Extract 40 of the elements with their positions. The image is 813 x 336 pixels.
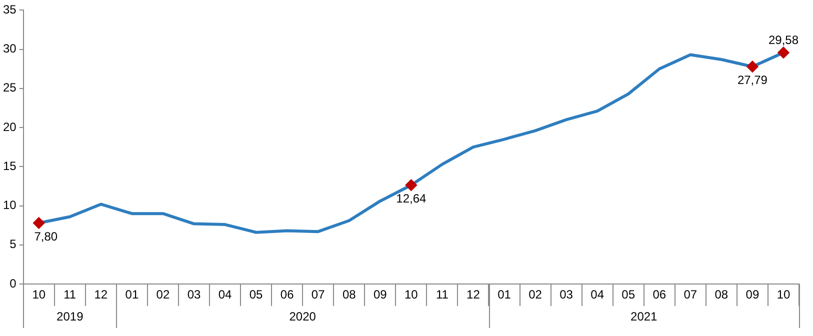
x-tick-label: 09 [373, 287, 388, 302]
x-tick-label: 12 [94, 287, 108, 302]
x-tick-label: 10 [404, 287, 418, 302]
x-tick-label: 05 [622, 287, 636, 302]
y-tick-label: 5 [10, 237, 17, 252]
x-tick-label: 08 [714, 287, 728, 302]
x-tick-label: 05 [249, 287, 264, 302]
y-tick-label: 25 [2, 80, 17, 95]
x-tick-label: 11 [436, 287, 449, 302]
x-tick-label: 07 [311, 287, 326, 302]
x-tick-label: 01 [125, 287, 139, 302]
y-tick-label: 35 [2, 2, 17, 17]
text: 2019 [56, 309, 84, 324]
y-tick-label: 20 [2, 120, 17, 134]
x-tick-label: 11 [64, 287, 76, 302]
x-tick-label: 10 [776, 287, 790, 302]
x-tick-label: 03 [560, 287, 574, 302]
data-label: 12,64 [396, 191, 427, 206]
x-tick-label: 02 [528, 287, 542, 302]
x-tick-label: 03 [187, 287, 201, 302]
y-tick-label: 15 [2, 158, 17, 173]
x-tick-label: 09 [746, 287, 760, 302]
data-label: 7,80 [34, 229, 58, 244]
x-tick-label: 06 [280, 287, 294, 302]
x-tick-label: 12 [466, 287, 480, 302]
x-tick-label: 07 [684, 287, 698, 302]
x-tick-label: 08 [342, 287, 356, 302]
x-tick-label: 04 [590, 287, 604, 302]
text: 2020 [289, 309, 316, 324]
x-tick-label: 06 [652, 287, 666, 302]
y-tick-label: 30 [2, 42, 17, 56]
x-tick-label: 10 [32, 287, 46, 302]
data-label: 29,58 [768, 32, 799, 47]
y-tick-label: 0 [10, 276, 17, 290]
y-tick-label: 10 [2, 198, 17, 212]
x-tick-label: 01 [498, 287, 512, 302]
x-tick-label: 04 [218, 287, 232, 302]
data-label: 27,79 [737, 72, 768, 87]
text: 2021 [630, 309, 658, 324]
x-tick-label: 02 [156, 287, 170, 302]
